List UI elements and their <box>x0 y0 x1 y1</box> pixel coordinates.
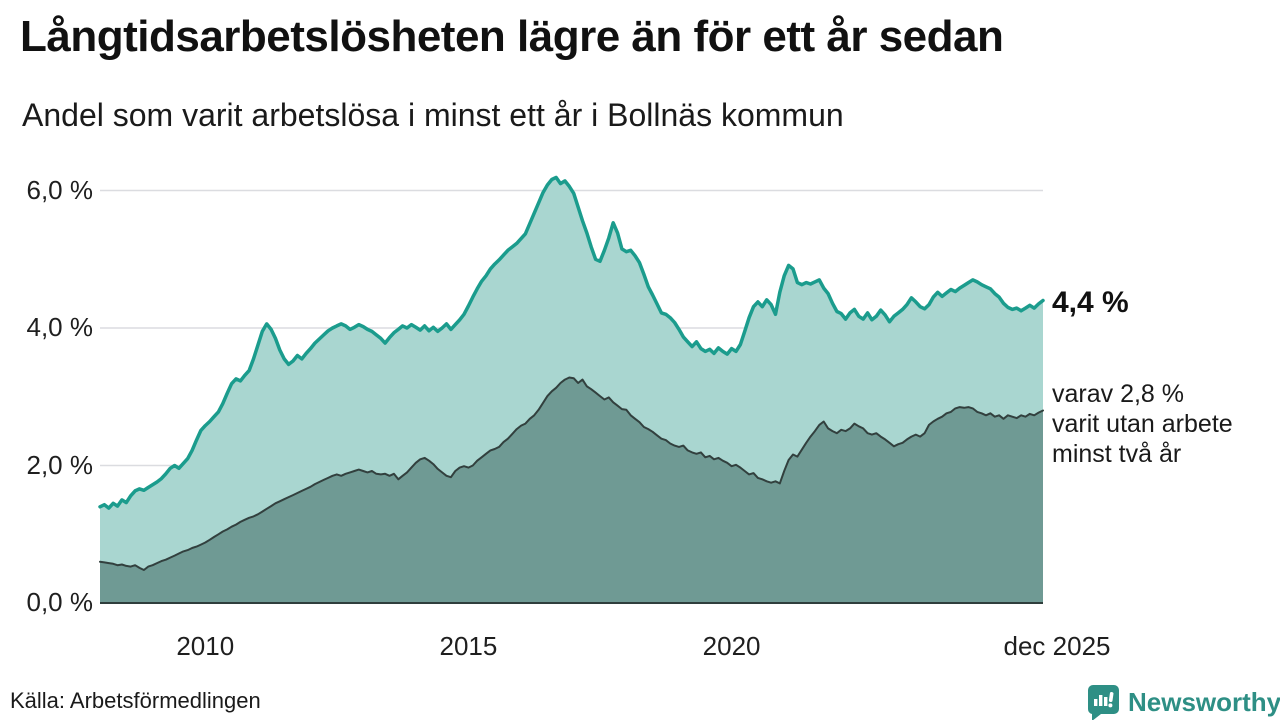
page-title: Långtidsarbetslösheten lägre än för ett … <box>20 12 1004 61</box>
y-tick-label: 4,0 % <box>26 312 94 342</box>
y-tick-label: 0,0 % <box>26 587 94 617</box>
series-area-2 <box>100 377 1043 603</box>
breakdown-line: varit utan arbete <box>1052 410 1233 438</box>
x-tick-label: 2010 <box>176 631 235 661</box>
exclamation-stem <box>1108 692 1114 703</box>
series-line-1 <box>98 175 1045 510</box>
bar-2 <box>1099 695 1103 706</box>
y-tick-label: 6,0 % <box>26 174 94 205</box>
x-tick-label: 2015 <box>439 631 498 661</box>
breakdown-line: varav 2,8 % <box>1052 380 1185 408</box>
x-tick-label: dec 2025 <box>1003 631 1111 661</box>
series-line-2 <box>99 376 1044 571</box>
chart-subtitle: Andel som varit arbetslösa i minst ett å… <box>22 97 844 133</box>
latest-value-label: 4,4 % <box>1052 286 1129 319</box>
bar-3 <box>1104 697 1108 706</box>
bar-1 <box>1094 699 1098 706</box>
y-tick-label: 2,0 % <box>26 449 94 480</box>
brand-name: Newsworthy <box>1128 687 1280 717</box>
x-tick-label: 2020 <box>702 631 761 661</box>
breakdown-line: minst två år <box>1052 440 1182 468</box>
brand-logo: Newsworthy <box>1086 684 1280 720</box>
source-note: Källa: Arbetsförmedlingen <box>10 688 261 713</box>
bubble-shape <box>1087 685 1119 720</box>
newsworthy-bubble-icon <box>1087 685 1119 720</box>
breakdown-annotation: varav 2,8 % varit utan arbete minst två år <box>1052 379 1233 469</box>
exclamation-dot <box>1108 703 1113 708</box>
